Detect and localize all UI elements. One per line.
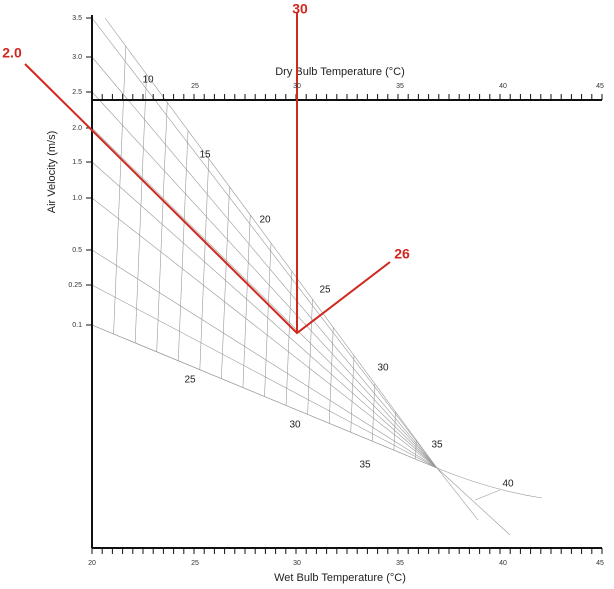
curve: [436, 467, 543, 499]
et-line: [156, 102, 168, 352]
reading-lines: [24, 12, 391, 335]
et-label: 30: [377, 363, 389, 374]
lower-label: 35: [359, 460, 371, 471]
et-line: [285, 271, 293, 406]
velocity-tick: 0.25: [68, 282, 82, 289]
velocity-line: [91, 284, 438, 469]
velocity-tick: 0.1: [72, 322, 82, 329]
velocity-tick: 0.5: [72, 247, 82, 254]
ticks: [86, 17, 603, 554]
wet-bulb-label: Wet Bulb Temperature (°C): [274, 572, 406, 584]
et-reading: 26: [394, 246, 410, 262]
lower-label: 30: [289, 420, 301, 431]
et-line: [221, 186, 230, 379]
wet-bulb-tick: 25: [191, 560, 199, 567]
dry-bulb-tick: 30: [293, 83, 301, 90]
velocity-tick: 2.5: [72, 89, 82, 96]
velocity-reading: 2.0: [2, 45, 22, 61]
velocity-tick: 3.0: [72, 54, 82, 61]
et-line: [415, 439, 417, 460]
wet-bulb-tick: 40: [499, 560, 507, 567]
velocity-line: [91, 91, 438, 469]
dry-bulb-tick: 40: [499, 83, 507, 90]
et-label: 15: [199, 150, 211, 161]
dry-bulb-label: Dry Bulb Temperature (°C): [275, 66, 405, 78]
fan-edge: [104, 17, 438, 469]
wet-bulb-tick: 35: [396, 560, 404, 567]
et-line: [177, 130, 189, 361]
dry-bulb-reading: 30: [292, 1, 308, 17]
dry-bulb-tick: 25: [191, 83, 199, 90]
et-line: [372, 383, 376, 442]
et-label: 40: [502, 479, 514, 490]
velocity-line: [91, 127, 438, 469]
wet-bulb-tick: 45: [596, 560, 604, 567]
fan-edge: [91, 324, 438, 469]
et-line: [393, 411, 396, 451]
et-line: [242, 214, 251, 388]
lower-label: 25: [184, 375, 196, 386]
wet-bulb-tick: 20: [88, 560, 96, 567]
et-label: 25: [319, 285, 331, 296]
velocity-line: [91, 56, 438, 469]
wet-bulb-tick: 30: [293, 560, 301, 567]
velocity-line: [91, 249, 438, 469]
et-line: [113, 46, 127, 334]
labels: 25 30 35 40 45 20 25 30 35 40 45 3.5 3.0 2.5 2.0 1.5 1.0…: [68, 15, 604, 567]
grid: [91, 17, 438, 469]
dry-bulb-tick: 45: [596, 83, 604, 90]
et-line: [199, 158, 210, 370]
velocity-tick: 1.5: [72, 159, 82, 166]
et-line: [264, 242, 272, 397]
velocity-line: [91, 161, 438, 469]
velocity-line: [91, 197, 438, 469]
dry-bulb-tick: 35: [396, 83, 404, 90]
et-line: [350, 355, 355, 433]
et-label: 20: [259, 215, 271, 226]
velocity-line: [91, 17, 438, 469]
velocity-label: Air Velocity (m/s): [46, 131, 58, 214]
et-line: [328, 327, 334, 424]
curve: [436, 467, 511, 536]
et-line: [134, 74, 147, 343]
velocity-tick: 1.0: [72, 195, 82, 202]
velocity-tick: 3.5: [72, 15, 82, 22]
et-line: [307, 299, 313, 415]
velocity-tick: 2.0: [72, 125, 82, 132]
et-label: 10: [142, 75, 154, 86]
et-label: 35: [431, 440, 443, 451]
